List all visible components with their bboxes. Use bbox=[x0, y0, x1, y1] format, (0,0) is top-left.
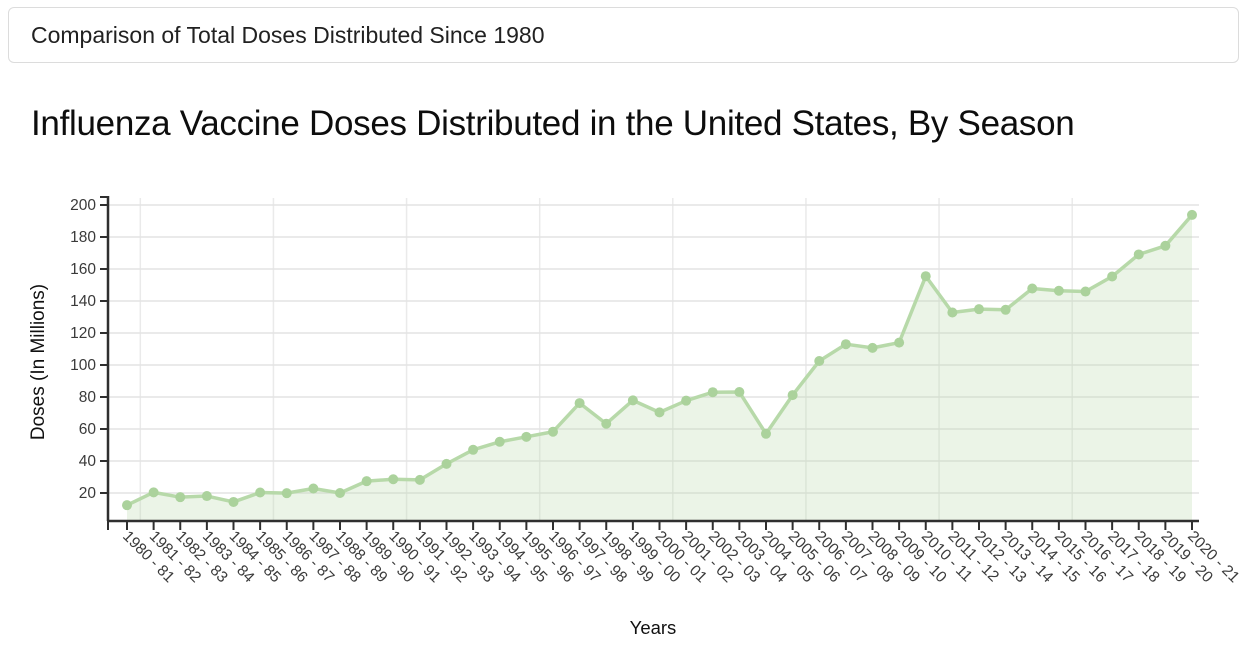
y-tick-label: 140 bbox=[70, 293, 96, 310]
data-point[interactable]: 2011 - 12: 132.8 bbox=[947, 307, 958, 318]
data-point[interactable]: 2017 - 18: 155.3 bbox=[1107, 271, 1118, 282]
data-point[interactable]: 1994 - 95: 52 bbox=[494, 436, 505, 447]
y-tick-label: 200 bbox=[70, 197, 96, 214]
data-point[interactable]: 1985 - 86: 20.3 bbox=[255, 487, 266, 498]
data-point[interactable]: 1998 - 99: 63.3 bbox=[601, 418, 612, 429]
data-point[interactable]: 2020 - 21: 193.8 bbox=[1187, 209, 1197, 220]
data-point[interactable]: 1989 - 90: 27.4 bbox=[361, 476, 372, 487]
data-point[interactable]: 1993 - 94: 47 bbox=[468, 444, 479, 455]
comparison-header-label: Comparison of Total Doses Distributed Si… bbox=[31, 21, 545, 48]
y-tick-label: 180 bbox=[70, 229, 96, 246]
y-tick-label: 100 bbox=[70, 357, 96, 374]
data-point[interactable]: 1995 - 96: 55.1 bbox=[521, 431, 532, 442]
data-point[interactable]: 2001 - 02: 77.7 bbox=[681, 395, 692, 406]
data-point[interactable]: 1988 - 89: 20 bbox=[335, 488, 345, 498]
data-point[interactable]: 1983 - 84: 18.1 bbox=[201, 491, 212, 502]
area-fill bbox=[127, 214, 1192, 521]
data-point[interactable]: 2009 - 10: 114 bbox=[894, 337, 905, 348]
data-point[interactable]: 2006 - 07: 102.5 bbox=[814, 356, 825, 366]
y-tick-label: 20 bbox=[79, 485, 97, 502]
data-point[interactable]: 2016 - 17: 145.9 bbox=[1080, 286, 1091, 297]
data-point[interactable]: 1996 - 97: 58.3 bbox=[548, 426, 558, 437]
page-title: Influenza Vaccine Doses Distributed in t… bbox=[31, 104, 1075, 143]
data-point[interactable]: 2015 - 16: 146.4 bbox=[1053, 285, 1064, 296]
data-point[interactable]: 2003 - 04: 83.1 bbox=[734, 387, 745, 398]
data-point[interactable]: 1991 - 92: 28.2 bbox=[414, 474, 425, 485]
data-point[interactable]: 2008 - 09: 110.7 bbox=[867, 342, 878, 353]
comparison-header-bar[interactable]: Comparison of Total Doses Distributed Si… bbox=[8, 7, 1239, 63]
data-point[interactable]: 2013 - 14: 134.5 bbox=[1000, 304, 1011, 315]
y-tick-label: 40 bbox=[79, 453, 97, 470]
data-point[interactable]: 2014 - 15: 147.8 bbox=[1027, 283, 1038, 294]
y-tick-label: 80 bbox=[79, 389, 97, 406]
data-point[interactable]: 1987 - 88: 22.8 bbox=[308, 483, 319, 494]
data-point[interactable]: 1999 - 00: 77.9 bbox=[627, 395, 638, 406]
data-point[interactable]: 1982 - 83: 17.4 bbox=[175, 492, 186, 503]
data-point[interactable]: 2000 - 01: 70.4 bbox=[654, 407, 665, 418]
data-point[interactable]: 1997 - 98: 76.2 bbox=[574, 398, 585, 409]
x-axis-title: Years bbox=[630, 617, 677, 638]
y-axis-title: Doses (In Millions) bbox=[28, 284, 49, 440]
data-point[interactable]: 2018 - 19: 169.1 bbox=[1133, 249, 1144, 260]
data-point[interactable]: 2019 - 20: 174.5 bbox=[1160, 240, 1171, 251]
data-point[interactable]: 2005 - 06: 81.2 bbox=[787, 390, 798, 401]
data-point[interactable]: 1984 - 85: 14.4 bbox=[228, 496, 239, 507]
data-point[interactable]: 1986 - 87: 19.9 bbox=[281, 488, 292, 499]
data-point[interactable]: 1992 - 93: 38.2 bbox=[441, 458, 452, 469]
y-tick-label: 120 bbox=[70, 325, 96, 342]
data-point[interactable]: 2010 - 11: 155.5 bbox=[920, 271, 931, 282]
y-tick-label: 60 bbox=[79, 421, 97, 438]
data-point[interactable]: 1980 - 81: 12.4 bbox=[122, 500, 132, 511]
data-point[interactable]: 1981 - 82: 20.4 bbox=[148, 487, 159, 498]
data-point[interactable]: 1990 - 91: 28.6 bbox=[388, 474, 399, 485]
data-point[interactable]: 2007 - 08: 113 bbox=[840, 339, 851, 350]
data-point[interactable]: 2004 - 05: 57 bbox=[761, 428, 771, 439]
y-tick-label: 160 bbox=[70, 261, 96, 278]
data-point[interactable]: 2012 - 13: 134.9 bbox=[974, 304, 984, 315]
data-point[interactable]: 2002 - 03: 83 bbox=[707, 387, 718, 398]
